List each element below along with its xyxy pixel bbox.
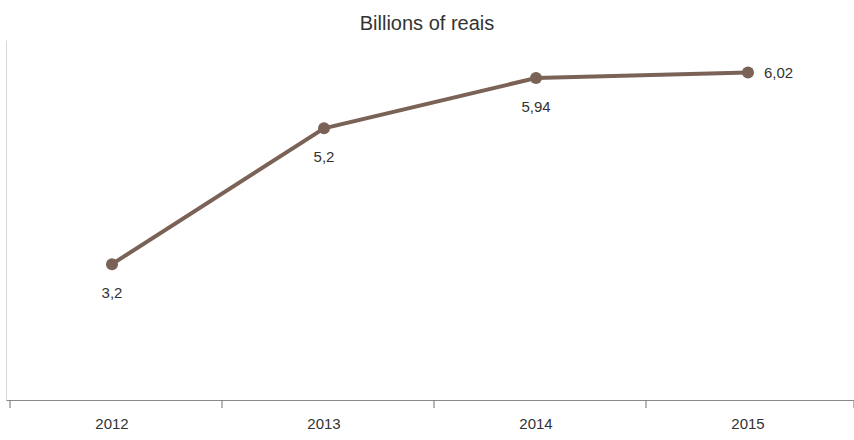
data-label: 3,2 [102,284,123,301]
data-label: 6,02 [764,64,793,81]
marker [318,122,330,134]
marker [530,72,542,84]
x-boundary-tick [433,400,434,408]
x-axis-line [7,400,854,401]
data-label: 5,94 [521,98,550,115]
x-tick: 2015 [731,415,764,432]
marker [742,67,754,79]
x-boundary-tick [221,400,222,408]
x-boundary-tick [853,400,854,408]
x-axis: 2012 2013 2014 2015 [7,401,854,432]
marker [106,258,118,270]
y-axis-line [6,41,7,401]
x-tick: 2014 [519,415,552,432]
x-tick: 2012 [95,415,128,432]
x-boundaries [10,400,854,408]
chart: Billions of reais 2012 2013 2014 2015 3,2 5,2 5… [0,0,854,440]
line [112,73,748,265]
x-tick-label: 2013 [307,415,340,432]
x-boundary-tick [9,400,10,408]
plot-area [106,67,754,271]
x-tick-label: 2015 [731,415,764,432]
x-tick-label: 2014 [519,415,552,432]
x-tick-label: 2012 [95,415,128,432]
x-tick: 2013 [307,415,340,432]
data-labels: 3,2 5,2 5,94 6,02 [102,64,794,302]
x-boundary-tick [645,400,646,408]
y-axis [6,41,7,401]
data-label: 5,2 [314,148,335,165]
title: Billions of reais [360,12,495,34]
